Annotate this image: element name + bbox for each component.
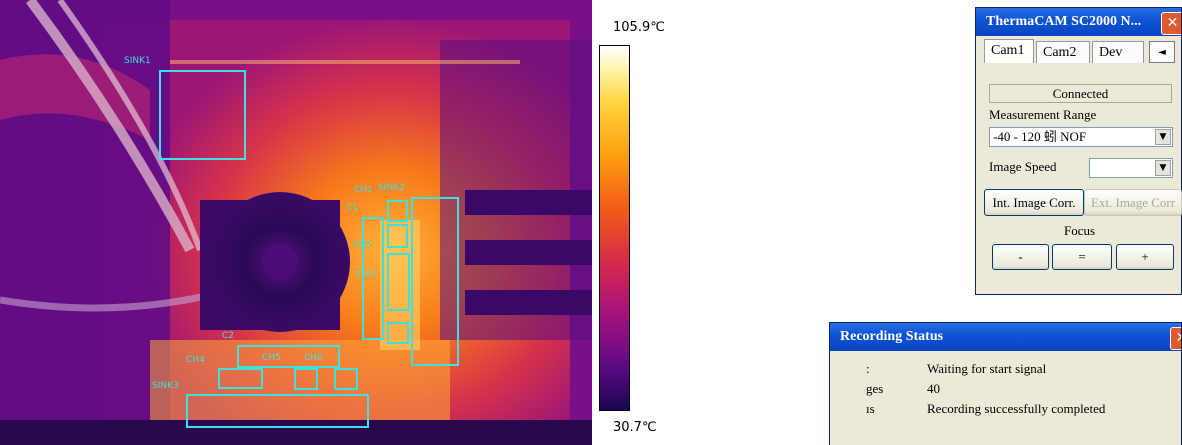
roi-label-c2: C2 — [222, 331, 235, 341]
recording-window-title: Recording Status — [840, 329, 944, 344]
image-speed-label: Image Speed — [989, 159, 1057, 174]
recording-status-window: Recording Status ✕ : Waiting for start s… — [829, 322, 1182, 445]
roi-box-ch3 — [387, 253, 410, 311]
measurement-range-value: -40 - 120 蚓 NOF — [993, 129, 1087, 144]
camera-control-window: ThermaCAM SC2000 N... ✕ Cam1 Cam2 Dev ◄ … — [975, 7, 1182, 295]
result-row-value: Recording successfully completed — [927, 401, 1106, 416]
thermal-image[interactable]: SINK1 CH1 SINK2 C1 CH2 CH3 C2 CH4 CH5 CH… — [0, 0, 592, 445]
tab-scroll-left-icon[interactable]: ◄ — [1149, 41, 1175, 63]
roi-box-ch3b — [387, 322, 409, 344]
close-icon[interactable]: ✕ — [1170, 327, 1181, 350]
roi-label-c1: C1 — [346, 203, 359, 213]
roi-box-ch4 — [218, 368, 263, 389]
roi-label-ch4: CH4 — [186, 355, 205, 365]
int-image-corr-button[interactable]: Int. Image Corr. — [984, 189, 1084, 216]
roi-box-ch2 — [387, 224, 408, 248]
result-row-key: ıs — [866, 401, 875, 416]
tab-dev[interactable]: Dev — [1092, 41, 1144, 63]
roi-box-ch6 — [334, 368, 358, 390]
roi-label-ch6: CH6 — [304, 353, 323, 363]
status-row-key: : — [866, 361, 870, 376]
focus-plus-button[interactable]: + — [1116, 244, 1174, 270]
chevron-down-icon[interactable]: ▼ — [1155, 160, 1171, 176]
roi-label-ch3: CH3 — [356, 270, 375, 280]
roi-label-sink3: SINK3 — [152, 381, 179, 391]
thermal-background — [0, 0, 592, 445]
close-icon[interactable]: ✕ — [1161, 12, 1181, 35]
camera-window-titlebar[interactable]: ThermaCAM SC2000 N... ✕ — [976, 8, 1181, 36]
scale-min-label: 30.7℃ — [613, 420, 657, 435]
chevron-down-icon[interactable]: ▼ — [1155, 129, 1171, 145]
tab-cam2[interactable]: Cam2 — [1036, 41, 1090, 63]
ext-image-corr-button[interactable]: Ext. Image Corr — [1084, 189, 1182, 216]
roi-box-c2 — [237, 345, 340, 368]
tab-cam1[interactable]: Cam1 — [984, 39, 1034, 63]
focus-reset-button[interactable]: = — [1052, 244, 1112, 270]
roi-box-sink2 — [411, 197, 459, 366]
roi-box-sink3 — [186, 394, 369, 428]
image-speed-select[interactable]: ▼ — [1089, 158, 1173, 178]
roi-label-sink2: SINK2 — [378, 183, 405, 193]
status-row-value: Waiting for start signal — [927, 361, 1047, 376]
images-row-key: ges — [866, 381, 884, 396]
recording-window-titlebar[interactable]: Recording Status ✕ — [830, 323, 1181, 351]
measurement-range-select[interactable]: -40 - 120 蚓 NOF ▼ — [989, 127, 1173, 147]
camera-window-title: ThermaCAM SC2000 N... — [986, 14, 1142, 29]
roi-box-sink1 — [159, 70, 246, 160]
roi-box-ch1 — [387, 200, 408, 222]
roi-label-ch5: CH5 — [262, 353, 281, 363]
connection-status: Connected — [989, 84, 1172, 103]
roi-box-ch5 — [294, 368, 318, 390]
measurement-range-label: Measurement Range — [989, 107, 1097, 122]
focus-label: Focus — [1063, 223, 1096, 238]
roi-label-ch1: CH1 — [354, 185, 373, 195]
roi-label-sink1: SINK1 — [124, 56, 151, 66]
roi-box-c1 — [362, 217, 384, 340]
temperature-scale-bar — [599, 45, 630, 411]
focus-minus-button[interactable]: - — [992, 244, 1049, 270]
scale-max-label: 105.9℃ — [613, 20, 665, 35]
images-row-value: 40 — [927, 381, 940, 396]
roi-label-ch2: CH2 — [353, 240, 372, 250]
